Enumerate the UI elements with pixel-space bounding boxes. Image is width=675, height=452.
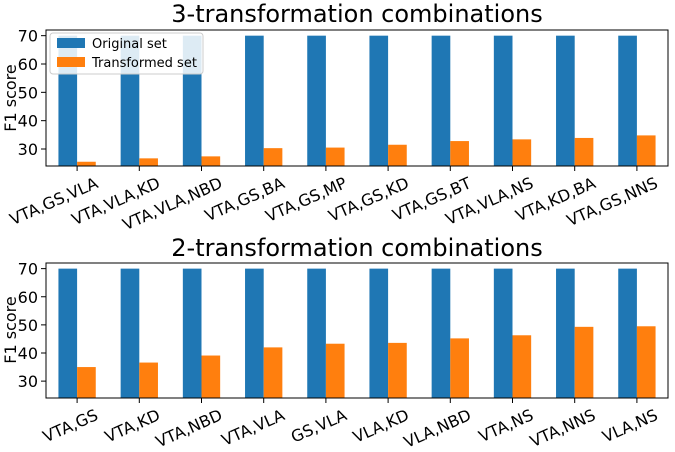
- bar-transformed-1: [77, 367, 96, 398]
- x-tick-label: VTA,KD: [102, 405, 163, 446]
- bar-transformed-3: [201, 156, 221, 166]
- chart-title: 2-transformation combinations: [171, 234, 542, 262]
- bar-transformed-7: [450, 141, 469, 166]
- x-tick-label: VTA,VLA: [219, 405, 288, 450]
- bar-transformed-9: [574, 326, 594, 398]
- axes-frame: [45, 29, 669, 167]
- x-tick-label: VTA,GS: [40, 405, 101, 446]
- legend-box: [49, 32, 204, 75]
- x-tick-label: GS,VLA: [288, 405, 350, 446]
- bar-original-8: [493, 35, 513, 166]
- x-tick-label: VTA,NBD: [153, 405, 225, 451]
- y-tick-label: 70: [18, 260, 38, 279]
- bar-transformed-10: [636, 135, 656, 166]
- legend-swatch-2: [57, 57, 85, 67]
- bar-original-6: [369, 268, 389, 399]
- legend-swatch-1: [57, 38, 85, 48]
- y-tick-label: 50: [18, 316, 38, 335]
- bar-transformed-9: [574, 137, 594, 166]
- legend-label-2: Transformed set: [91, 56, 197, 71]
- axes-frame: [45, 262, 669, 399]
- y-tick-label: 50: [18, 83, 38, 102]
- legend: Original set Transformed set: [49, 32, 204, 75]
- bar-transformed-6: [388, 342, 407, 399]
- bar-transformed-3: [201, 355, 221, 398]
- bar-transformed-8: [512, 335, 532, 398]
- bar-transformed-2: [139, 362, 158, 398]
- bar-original-5: [307, 35, 326, 166]
- bar-original-10: [618, 35, 637, 166]
- legend-label-1: Original set: [92, 37, 167, 52]
- bar-transformed-10: [636, 326, 656, 398]
- bar-original-8: [493, 268, 513, 399]
- bar-original-5: [307, 268, 326, 399]
- bar-original-6: [369, 35, 389, 166]
- bar-transformed-7: [450, 338, 469, 399]
- bar-transformed-4: [263, 148, 283, 166]
- chart-panel-1: 3-transformation combinations F1 score 30 4…: [1, 0, 669, 234]
- bar-original-7: [431, 268, 451, 399]
- y-tick-label: 60: [18, 288, 38, 307]
- y-axis-label: F1 score: [1, 296, 20, 363]
- bar-transformed-6: [388, 144, 407, 166]
- bar-transformed-5: [325, 147, 345, 166]
- y-tick-label: 60: [18, 55, 38, 74]
- y-tick-label: 40: [18, 344, 38, 363]
- bar-original-9: [556, 35, 575, 166]
- chart-title: 3-transformation combinations: [171, 0, 542, 28]
- bar-original-4: [245, 35, 264, 166]
- x-tick-label: VLA,NS: [599, 405, 660, 446]
- bar-original-7: [431, 35, 451, 166]
- bar-original-9: [556, 268, 575, 399]
- bar-transformed-4: [263, 347, 283, 399]
- y-tick-label: 30: [18, 140, 38, 159]
- bar-original-3: [182, 268, 202, 399]
- bar-transformed-1: [77, 161, 96, 166]
- x-tick-label: VTA,NNS: [527, 405, 598, 451]
- bar-transformed-2: [139, 158, 158, 166]
- chart-panel-2: 2-transformation combinations F1 score 30 4…: [1, 234, 669, 452]
- y-tick-label: 30: [18, 372, 38, 391]
- bar-original-4: [245, 268, 264, 399]
- bar-original-10: [618, 268, 637, 399]
- bar-original-1: [58, 268, 78, 399]
- x-tick-label: VLA,KD: [350, 405, 412, 446]
- x-tick-label: VTA,NS: [476, 405, 536, 446]
- x-tick-label: VLA,NBD: [401, 405, 474, 451]
- bar-transformed-5: [325, 343, 345, 398]
- bar-transformed-8: [512, 139, 532, 166]
- y-tick-label: 70: [18, 27, 38, 46]
- y-axis-label: F1 score: [1, 64, 20, 131]
- y-tick-label: 40: [18, 112, 38, 131]
- bar-original-2: [120, 268, 140, 399]
